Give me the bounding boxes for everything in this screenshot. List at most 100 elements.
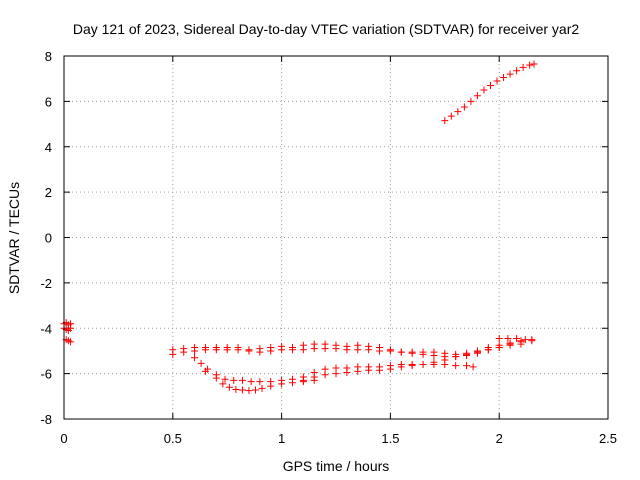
data-point xyxy=(469,363,477,371)
data-point xyxy=(267,347,275,355)
data-point xyxy=(528,336,536,344)
data-point xyxy=(258,384,266,392)
data-point xyxy=(201,367,209,375)
data-point xyxy=(256,348,264,356)
data-point xyxy=(247,378,255,386)
data-point xyxy=(201,346,209,354)
y-tick-label: -6 xyxy=(40,367,52,382)
data-point xyxy=(310,368,318,376)
data-point xyxy=(530,60,538,68)
data-point xyxy=(212,346,220,354)
y-tick-label: 4 xyxy=(45,140,52,155)
y-tick-label: 8 xyxy=(45,49,52,64)
y-tick-label: -2 xyxy=(40,276,52,291)
data-point xyxy=(441,117,449,125)
data-point xyxy=(504,334,512,342)
data-point xyxy=(506,340,514,348)
data-point xyxy=(463,362,471,370)
y-tick-label: 0 xyxy=(45,231,52,246)
data-point xyxy=(232,386,240,394)
data-point xyxy=(519,63,527,71)
x-tick-label: 2.5 xyxy=(599,431,617,446)
data-point xyxy=(321,365,329,373)
data-point xyxy=(197,359,205,367)
data-point xyxy=(219,380,227,388)
data-point xyxy=(180,348,188,356)
data-point xyxy=(288,379,296,387)
data-point xyxy=(278,380,286,388)
x-tick-label: 1 xyxy=(278,431,285,446)
tick-labels: 0 0.5 1 1.5 2 2.5 -8 -6 -4 -2 0 2 4 6 8 xyxy=(40,49,617,446)
data-point xyxy=(430,351,438,359)
data-point xyxy=(343,346,351,354)
data-point xyxy=(397,348,405,356)
data-point xyxy=(256,378,264,386)
data-point xyxy=(191,354,199,362)
data-point xyxy=(386,347,394,355)
data-point xyxy=(212,374,220,382)
data-point xyxy=(251,386,259,394)
data-point xyxy=(191,347,199,355)
data-point xyxy=(521,336,529,344)
data-point xyxy=(245,387,253,395)
data-point xyxy=(513,67,521,75)
data-point xyxy=(473,92,481,100)
data-point xyxy=(67,338,75,346)
data-point xyxy=(234,346,242,354)
plot-frame xyxy=(63,55,609,420)
data-point xyxy=(310,345,318,353)
data-point xyxy=(354,363,362,371)
data-point xyxy=(67,324,75,332)
data-point xyxy=(397,361,405,369)
data-point xyxy=(408,349,416,357)
data-point xyxy=(452,362,460,370)
data-point xyxy=(288,346,296,354)
data-point xyxy=(447,112,455,120)
x-tick-label: 0.5 xyxy=(164,431,182,446)
data-point xyxy=(332,345,340,353)
x-tick-label: 1.5 xyxy=(381,431,399,446)
x-tick-label: 0 xyxy=(60,431,67,446)
data-point xyxy=(467,97,475,105)
data-point xyxy=(486,81,494,89)
data-point xyxy=(376,363,384,371)
data-point xyxy=(223,346,231,354)
data-point xyxy=(526,61,534,69)
data-point xyxy=(517,337,525,345)
data-point xyxy=(473,348,481,356)
data-point xyxy=(495,344,503,352)
data-point xyxy=(386,362,394,370)
data-point xyxy=(419,361,427,369)
data-point xyxy=(452,353,460,361)
data-point xyxy=(299,378,307,386)
data-point xyxy=(500,74,508,82)
data-point xyxy=(460,103,468,111)
data-point xyxy=(278,346,286,354)
y-axis-label: SDTVAR / TECUs xyxy=(6,182,22,294)
grid xyxy=(64,56,608,419)
data-point xyxy=(430,361,438,369)
data-point xyxy=(365,346,373,354)
data-point xyxy=(506,70,514,78)
data-point xyxy=(230,376,238,384)
x-tick-label: 2 xyxy=(496,431,503,446)
data-point xyxy=(238,376,246,384)
data-point xyxy=(419,350,427,358)
data-point xyxy=(376,347,384,355)
data-point xyxy=(225,383,233,391)
data-point xyxy=(484,346,492,354)
data-point xyxy=(267,382,275,390)
data-point xyxy=(365,363,373,371)
data-point xyxy=(169,350,177,358)
data-point xyxy=(343,364,351,372)
data-point xyxy=(441,361,449,369)
data-point xyxy=(245,347,253,355)
data-point xyxy=(454,108,462,116)
x-axis-label: GPS time / hours xyxy=(283,458,390,474)
data-point xyxy=(332,364,340,372)
data-point xyxy=(238,386,246,394)
data-points xyxy=(60,60,538,395)
data-point xyxy=(310,376,318,384)
